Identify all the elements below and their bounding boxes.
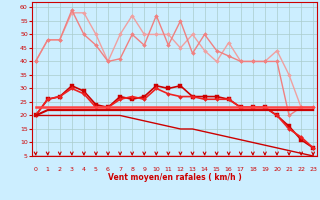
X-axis label: Vent moyen/en rafales ( km/h ): Vent moyen/en rafales ( km/h ) [108, 174, 241, 182]
